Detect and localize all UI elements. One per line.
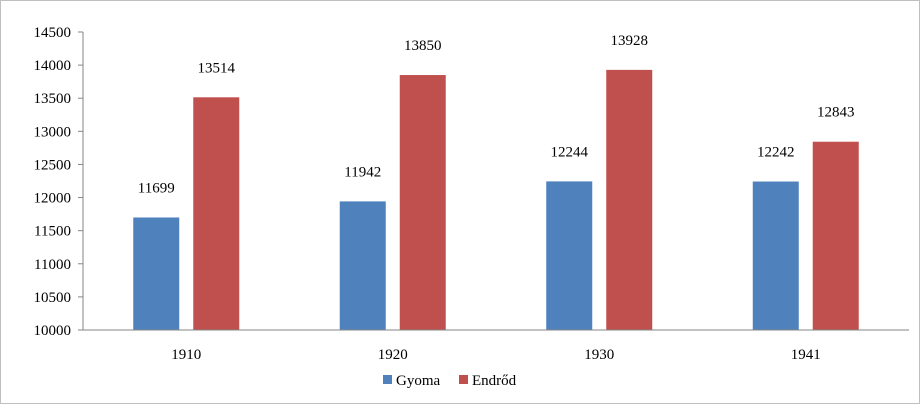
legend-label: Gyoma [396,373,441,389]
bars: 11699 13514 11942 13850 12244 13928 12242 12843 [133,33,859,331]
bar-gyoma-1941 [752,181,799,330]
x-tick-label: 1910 [171,347,201,363]
x-axis: 1910 1920 1930 1941 [83,329,909,363]
y-tick-label: 13000 [34,124,72,140]
bar-endrőd-1920 [399,75,446,331]
y-tick-label: 13500 [34,91,72,107]
data-label: 11942 [344,164,381,180]
bar-endrőd-1910 [193,97,240,331]
bar-gyoma-1910 [133,217,180,330]
data-label: 13514 [198,60,236,76]
legend-swatch-endrőd [459,375,468,384]
x-tick-label: 1920 [378,347,408,363]
data-label: 12244 [551,144,589,160]
x-tick-label: 1930 [584,347,614,363]
y-tick-label: 12500 [34,157,72,173]
y-tick-label: 14500 [34,25,72,41]
data-label: 11699 [138,180,175,196]
x-tick-label: 1941 [791,347,821,363]
bar-gyoma-1920 [339,201,386,330]
legend: Gyoma Endrőd [383,373,517,389]
data-label: 13850 [404,38,442,54]
y-tick-label: 10000 [34,323,72,339]
y-tick-label: 11000 [34,257,71,273]
bar-endrőd-1930 [606,69,653,330]
y-tick-label: 10500 [34,290,72,306]
data-label: 12242 [757,145,795,161]
data-label: 13928 [611,33,649,49]
legend-swatch-gyoma [383,375,392,384]
data-label: 12843 [817,105,855,121]
y-tick-label: 11500 [34,224,71,240]
bar-endrőd-1941 [812,141,859,330]
y-tick-label: 12000 [34,191,72,207]
y-axis: 10000 10500 11000 11500 12000 12500 13000 13500… [34,25,84,339]
bar-gyoma-1930 [546,181,593,330]
legend-label: Endrőd [472,373,517,389]
y-tick-label: 14000 [34,58,72,74]
